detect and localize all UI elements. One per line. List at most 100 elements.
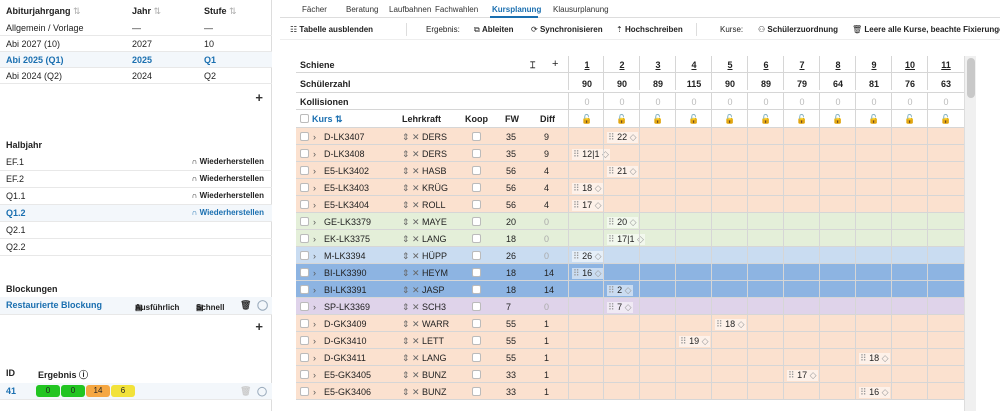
assigned-kurs[interactable]: ⠿ 19 ◇: [679, 336, 710, 347]
schiene-cell[interactable]: [568, 213, 604, 230]
schiene-cell[interactable]: [568, 230, 604, 247]
schiene-cell[interactable]: [855, 196, 891, 213]
schiene-cell[interactable]: [711, 349, 747, 366]
schiene-cell[interactable]: [819, 196, 855, 213]
schiene-cell[interactable]: [568, 128, 604, 145]
lehrkraft-header[interactable]: Lehrkraft: [402, 114, 442, 124]
schiene-cell[interactable]: [891, 162, 927, 179]
schiene-cell[interactable]: [891, 349, 927, 366]
schiene-cell[interactable]: [819, 366, 855, 383]
schiene-cell[interactable]: [747, 264, 783, 281]
schiene-cell[interactable]: [819, 349, 855, 366]
kurs-row[interactable]: › D-GK3411 ⇕ ✕ LANG 55 1 ⠿ 18 ◇: [296, 349, 976, 366]
row-checkbox[interactable]: [300, 149, 309, 158]
schiene-cell[interactable]: ⠿ 17 ◇: [783, 366, 819, 383]
schiene-cell[interactable]: [819, 179, 855, 196]
hochschreiben-button[interactable]: ⇡ Hochschreiben: [616, 25, 683, 34]
schiene-cell[interactable]: [639, 179, 675, 196]
schiene-cell[interactable]: ⠿ 21 ◇: [603, 162, 639, 179]
schiene-cell[interactable]: [855, 179, 891, 196]
row-checkbox[interactable]: [300, 387, 309, 396]
koop-checkbox[interactable]: [472, 285, 481, 294]
schiene-cell[interactable]: [891, 332, 927, 349]
schiene-cell[interactable]: [891, 383, 927, 400]
schiene-cell[interactable]: [603, 264, 639, 281]
schiene-cell[interactable]: ⠿ 18 ◇: [568, 179, 604, 196]
assigned-kurs[interactable]: ⠿ 18 ◇: [572, 183, 603, 194]
schiene-cell[interactable]: [927, 145, 963, 162]
row-checkbox[interactable]: [300, 217, 309, 226]
schiene-cell[interactable]: [747, 383, 783, 400]
schiene-cell[interactable]: ⠿ 18 ◇: [855, 349, 891, 366]
schiene-cell[interactable]: [639, 366, 675, 383]
schiene-cell[interactable]: ⠿ 26 ◇: [568, 247, 604, 264]
schiene-cell[interactable]: [639, 383, 675, 400]
kurs-row[interactable]: › E5-LK3403 ⇕ ✕ KRÜG 56 4 ⠿ 18 ◇: [296, 179, 976, 196]
schiene-cell[interactable]: ⠿ 16 ◇: [568, 264, 604, 281]
schiene-cell[interactable]: [675, 366, 711, 383]
row-checkbox[interactable]: [300, 234, 309, 243]
schiene-cell[interactable]: [783, 196, 819, 213]
schiene-cell[interactable]: [927, 298, 963, 315]
schiene-cell[interactable]: [603, 145, 639, 162]
schiene-cell[interactable]: [747, 179, 783, 196]
expand-chevron-icon[interactable]: ›: [313, 302, 316, 312]
schiene-cell[interactable]: [711, 128, 747, 145]
abi-row[interactable]: Abi 2025 (Q1) 2025 Q1: [0, 52, 272, 68]
schiene-cell[interactable]: [711, 162, 747, 179]
schiene-cell[interactable]: [819, 213, 855, 230]
expand-chevron-icon[interactable]: ›: [313, 370, 316, 380]
schiene-cell[interactable]: [639, 315, 675, 332]
schiene-cell[interactable]: [711, 230, 747, 247]
schiene-cell[interactable]: [783, 145, 819, 162]
schiene-cell[interactable]: [927, 230, 963, 247]
abi-row[interactable]: Abi 2027 (10) 2027 10: [0, 36, 272, 52]
tab-fächer[interactable]: Fächer: [302, 5, 327, 14]
halbjahr-row[interactable]: Q2.2: [0, 239, 272, 256]
schiene-cell[interactable]: [639, 213, 675, 230]
koop-checkbox[interactable]: [472, 166, 481, 175]
schiene-cell[interactable]: 4: [675, 56, 711, 73]
tab-beratung[interactable]: Beratung: [346, 5, 379, 14]
schiene-cell[interactable]: 1: [568, 56, 604, 73]
schiene-cell[interactable]: [819, 315, 855, 332]
schiene-cell[interactable]: [819, 383, 855, 400]
schiene-cell[interactable]: [891, 213, 927, 230]
expand-chevron-icon[interactable]: ›: [313, 285, 316, 295]
schiene-cell[interactable]: [711, 332, 747, 349]
assigned-kurs[interactable]: ⠿ 16 ◇: [572, 268, 603, 279]
koop-checkbox[interactable]: [472, 370, 481, 379]
schiene-cell[interactable]: [855, 128, 891, 145]
schiene-cell[interactable]: [603, 366, 639, 383]
schiene-cell[interactable]: [747, 128, 783, 145]
expand-chevron-icon[interactable]: ›: [313, 234, 316, 244]
schiene-cell[interactable]: [927, 332, 963, 349]
move-icon[interactable]: ⇕ ✕: [402, 370, 420, 380]
expand-chevron-icon[interactable]: ›: [313, 319, 316, 329]
abi-header-col2[interactable]: Jahr ⇅: [132, 6, 161, 17]
kurs-row[interactable]: › SP-LK3369 ⇕ ✕ SCH3 7 0 ⠿ 7 ◇: [296, 298, 976, 315]
schiene-lock-cell[interactable]: 🔓: [568, 110, 604, 128]
schiene-cell[interactable]: [927, 264, 963, 281]
schiene-cell[interactable]: [675, 298, 711, 315]
schiene-cell[interactable]: [568, 366, 604, 383]
row-checkbox[interactable]: [300, 302, 309, 311]
assigned-kurs[interactable]: ⠿ 21 ◇: [607, 166, 638, 177]
schuelerzuordnung-button[interactable]: ⚇ Schülerzuordnung: [758, 25, 838, 34]
schiene-cell[interactable]: [891, 145, 927, 162]
schiene-cell[interactable]: [603, 196, 639, 213]
schiene-cell[interactable]: [747, 366, 783, 383]
tab-klausurplanung[interactable]: Klausurplanung: [553, 5, 609, 14]
move-icon[interactable]: ⇕ ✕: [402, 319, 420, 329]
schiene-cell[interactable]: [711, 298, 747, 315]
schiene-cell[interactable]: [783, 315, 819, 332]
schiene-cell[interactable]: ⠿ 17|1 ◇: [603, 230, 645, 247]
schiene-cell[interactable]: [639, 196, 675, 213]
schiene-cell[interactable]: [639, 264, 675, 281]
abi-row[interactable]: Allgemein / Vorlage — —: [0, 20, 272, 36]
schiene-cell[interactable]: [927, 179, 963, 196]
schiene-cell[interactable]: ⠿ 20 ◇: [603, 213, 639, 230]
schiene-cell[interactable]: 7: [783, 56, 819, 73]
schiene-cell[interactable]: 3: [639, 56, 675, 73]
schiene-cell[interactable]: [603, 179, 639, 196]
